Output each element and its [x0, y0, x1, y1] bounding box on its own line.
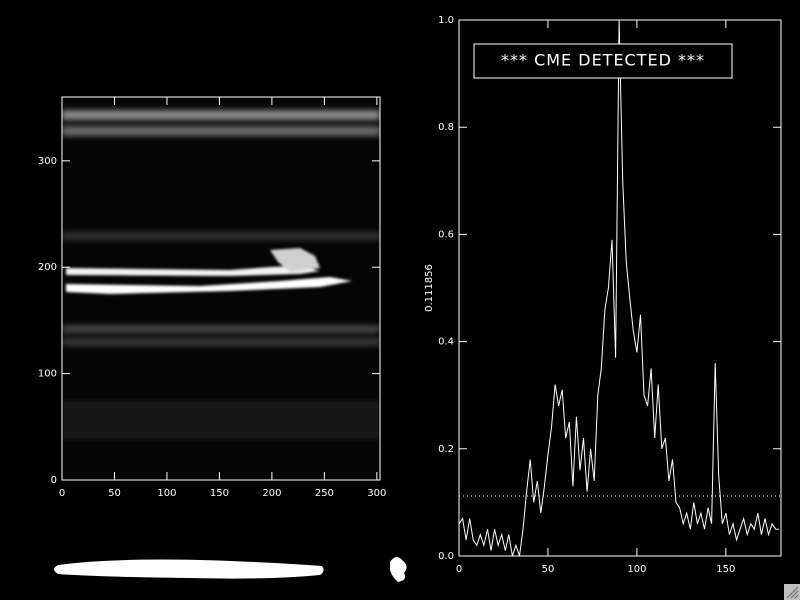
x-tick-label: 0 — [456, 564, 462, 575]
y-tick-label: 300 — [38, 156, 57, 167]
y-tick-label: 100 — [38, 369, 57, 380]
image-content — [62, 97, 380, 480]
y-tick-label: 0.0 — [438, 551, 454, 562]
blob — [390, 556, 407, 582]
x-tick-label: 200 — [262, 488, 281, 499]
plot-frame — [458, 19, 782, 557]
x-tick-label: 300 — [367, 488, 386, 499]
x-tick-label: 100 — [627, 564, 646, 575]
y-tick-label: 0.4 — [438, 337, 454, 348]
x-tick-label: 150 — [210, 488, 229, 499]
x-tick-label: 250 — [315, 488, 334, 499]
y-tick-label: 0.2 — [438, 444, 454, 455]
x-tick-label: 100 — [157, 488, 176, 499]
annotation: *** CME DETECTED *** — [501, 51, 705, 70]
x-tick-label: 50 — [108, 488, 121, 499]
resize-grip[interactable] — [784, 584, 800, 600]
annotation-box — [473, 43, 733, 79]
x-tick-label: 0 — [59, 488, 65, 499]
plot-frame — [61, 96, 381, 481]
y-tick-label: 1.0 — [438, 15, 454, 26]
data-line — [458, 19, 780, 557]
y-tick-label: 200 — [38, 262, 57, 273]
blob — [54, 559, 324, 579]
y-tick-label: 0.6 — [438, 229, 454, 240]
x-tick-label: 50 — [542, 564, 555, 575]
y-tick-label: 0.8 — [438, 122, 454, 133]
y-axis-title: 0.111856 — [424, 264, 435, 312]
y-tick-label: 0 — [51, 475, 57, 486]
x-tick-label: 150 — [716, 564, 735, 575]
